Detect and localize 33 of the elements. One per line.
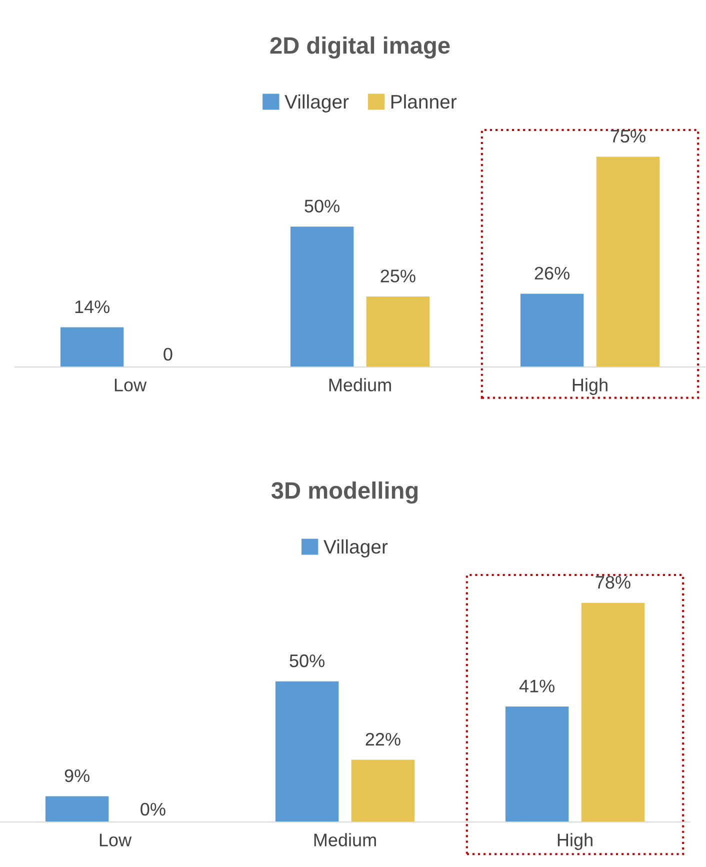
data-label: 78% xyxy=(596,576,630,589)
bar xyxy=(581,602,645,822)
bar xyxy=(505,706,569,822)
x-tick-label: High xyxy=(558,833,592,850)
x-tick-label: Medium xyxy=(314,833,376,846)
legend-label: Planner xyxy=(391,94,457,109)
data-label: 0% xyxy=(140,802,166,816)
data-label: 0 xyxy=(164,348,172,361)
data-label: 25% xyxy=(380,270,416,282)
legend-label: Villager xyxy=(324,539,388,558)
data-label: 9% xyxy=(64,769,90,782)
x-tick-label: Medium xyxy=(329,378,391,392)
bar xyxy=(45,796,109,822)
bar xyxy=(351,760,415,822)
bar xyxy=(596,156,660,367)
bar xyxy=(60,327,124,367)
data-label: 50% xyxy=(290,654,324,668)
data-label: 75% xyxy=(610,130,646,143)
data-label: 26% xyxy=(534,266,570,280)
bar xyxy=(520,294,584,367)
bar xyxy=(366,296,430,367)
chart-title: 2D digital image xyxy=(270,36,450,59)
data-label: 22% xyxy=(366,732,400,746)
bar xyxy=(290,226,354,367)
x-tick-label: High xyxy=(572,378,608,395)
x-tick-label: Low xyxy=(100,834,132,846)
data-label: 50% xyxy=(304,200,340,212)
data-label: 41% xyxy=(519,680,554,692)
data-label: 14% xyxy=(75,300,110,314)
x-tick-label: Low xyxy=(114,378,147,392)
chart-title: 3D modelling xyxy=(271,482,418,504)
legend-label: Villager xyxy=(284,94,349,112)
bar xyxy=(275,681,339,822)
